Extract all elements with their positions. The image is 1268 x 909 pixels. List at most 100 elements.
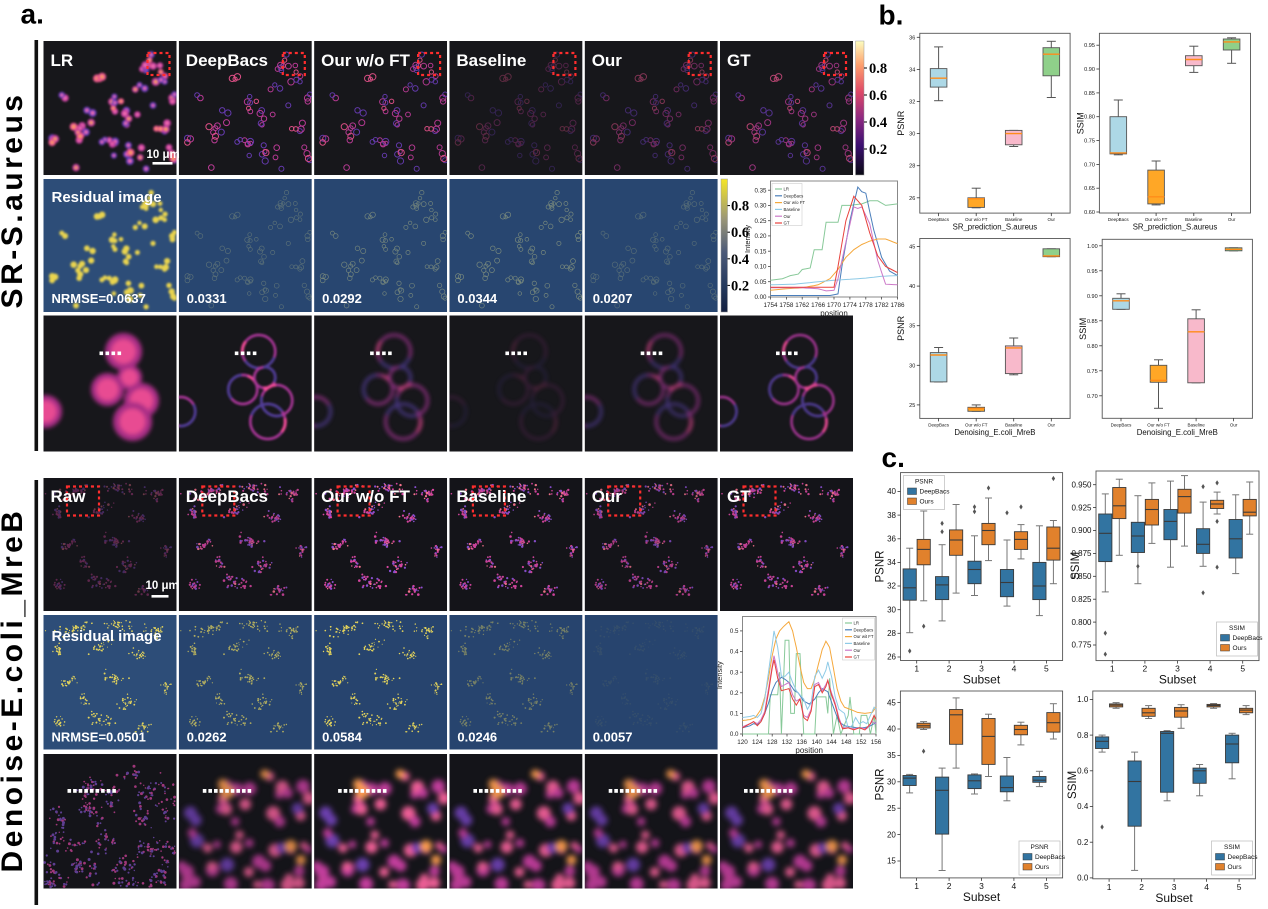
svg-text:0.0: 0.0 [1077, 874, 1089, 883]
svg-text:5: 5 [1240, 664, 1245, 674]
svg-text:34: 34 [887, 558, 896, 567]
svg-text:0.85: 0.85 [1084, 91, 1095, 97]
svg-text:40: 40 [887, 487, 896, 496]
svg-text:1774: 1774 [843, 302, 858, 309]
svg-text:Residual image: Residual image [52, 189, 162, 206]
svg-text:30: 30 [887, 778, 896, 787]
svg-text:36: 36 [887, 535, 896, 544]
svg-text:1.0: 1.0 [1077, 695, 1089, 704]
svg-text:30: 30 [909, 363, 915, 369]
svg-text:1782: 1782 [875, 302, 890, 309]
svg-text:1: 1 [914, 881, 919, 891]
svg-text:1754: 1754 [763, 302, 778, 309]
svg-text:0.2: 0.2 [730, 690, 739, 697]
svg-text:0.2: 0.2 [869, 142, 887, 158]
svg-text:GT: GT [784, 221, 790, 226]
svg-text:0.2: 0.2 [1077, 838, 1089, 847]
svg-text:128: 128 [767, 739, 778, 746]
svg-text:1: 1 [914, 664, 919, 674]
svg-text:b.: b. [879, 0, 904, 31]
svg-text:144: 144 [826, 739, 837, 746]
svg-text:0.800: 0.800 [1071, 618, 1092, 627]
svg-text:Subset: Subset [1155, 891, 1193, 905]
svg-text:156: 156 [871, 739, 882, 746]
svg-text:Denoising_E.coli_MreB: Denoising_E.coli_MreB [1137, 428, 1218, 437]
svg-text:0.70: 0.70 [1084, 162, 1095, 168]
svg-text:4: 4 [1204, 882, 1209, 892]
svg-text:0.80: 0.80 [1084, 115, 1095, 121]
svg-text:45: 45 [909, 244, 915, 250]
svg-text:NRMSE=0.0637: NRMSE=0.0637 [52, 291, 146, 306]
svg-text:PSNR: PSNR [874, 769, 886, 801]
svg-text:0.850: 0.850 [1071, 572, 1092, 581]
svg-text:Our: Our [1048, 422, 1056, 427]
svg-text:0.4: 0.4 [1077, 802, 1089, 811]
svg-text:0.8: 0.8 [731, 199, 749, 215]
svg-text:0.8: 0.8 [869, 61, 887, 77]
svg-text:3: 3 [1175, 664, 1180, 674]
svg-text:Our: Our [592, 51, 623, 70]
svg-text:30: 30 [887, 605, 896, 614]
svg-text:Denoise-E.coli_MreB: Denoise-E.coli_MreB [0, 508, 29, 873]
svg-text:SR_prediction_S.aureus: SR_prediction_S.aureus [953, 223, 1038, 232]
svg-text:SR_prediction_S.aureus: SR_prediction_S.aureus [1133, 223, 1218, 232]
svg-text:Our: Our [592, 487, 623, 506]
svg-text:Our: Our [784, 214, 792, 219]
svg-text:1: 1 [1110, 664, 1115, 674]
svg-text:0.15: 0.15 [754, 248, 767, 255]
svg-text:SSIM: SSIM [1070, 552, 1082, 580]
svg-text:2: 2 [1139, 882, 1144, 892]
svg-text:0.00: 0.00 [754, 294, 767, 301]
svg-text:0.0331: 0.0331 [187, 291, 227, 306]
svg-text:0.4: 0.4 [731, 252, 749, 268]
svg-text:0.75: 0.75 [1087, 369, 1098, 375]
svg-text:DeepBacs: DeepBacs [186, 487, 268, 506]
svg-text:4: 4 [1012, 664, 1017, 674]
svg-text:SSIM: SSIM [1075, 112, 1085, 134]
svg-text:2: 2 [1143, 664, 1148, 674]
svg-text:GT: GT [854, 655, 860, 660]
svg-text:45: 45 [887, 698, 896, 707]
svg-text:28: 28 [909, 164, 915, 170]
svg-text:1778: 1778 [859, 302, 874, 309]
svg-text:Residual image: Residual image [52, 628, 162, 645]
svg-text:1786: 1786 [890, 302, 905, 309]
svg-text:c.: c. [882, 442, 905, 473]
svg-text:25: 25 [909, 403, 915, 409]
svg-text:SR-S.aureus: SR-S.aureus [0, 92, 29, 309]
svg-text:DeepBacs: DeepBacs [920, 489, 951, 496]
svg-text:Baseline: Baseline [1005, 217, 1023, 222]
svg-text:0.6: 0.6 [731, 225, 749, 241]
svg-text:DeepBacs: DeepBacs [928, 217, 950, 222]
svg-text:Our w/o FT: Our w/o FT [321, 487, 410, 506]
svg-text:Baseline: Baseline [456, 51, 526, 70]
svg-text:GT: GT [727, 51, 751, 70]
svg-text:Ours: Ours [1035, 864, 1050, 871]
svg-text:Subset: Subset [963, 673, 1001, 687]
svg-text:0.10: 0.10 [754, 264, 767, 271]
svg-text:38: 38 [887, 511, 896, 520]
svg-text:0.0344: 0.0344 [457, 291, 498, 306]
svg-text:Our w/o FT: Our w/o FT [1147, 422, 1170, 427]
svg-text:136: 136 [797, 739, 808, 746]
svg-text:Our: Our [1048, 217, 1056, 222]
svg-text:0.05: 0.05 [754, 279, 767, 286]
svg-text:1770: 1770 [827, 302, 842, 309]
svg-text:15: 15 [887, 857, 896, 866]
svg-text:position: position [820, 309, 848, 318]
svg-text:0.85: 0.85 [1087, 319, 1098, 325]
svg-text:34: 34 [909, 67, 915, 73]
svg-text:PSNR: PSNR [896, 315, 906, 341]
svg-text:Intensity: Intensity [743, 225, 752, 253]
svg-text:0.75: 0.75 [1084, 139, 1095, 145]
svg-text:0.2: 0.2 [731, 278, 749, 294]
svg-text:0.30: 0.30 [754, 203, 767, 210]
svg-text:0.0057: 0.0057 [593, 730, 633, 745]
svg-text:Baseline: Baseline [456, 487, 526, 506]
svg-text:0.950: 0.950 [1071, 480, 1092, 489]
svg-text:LR: LR [784, 187, 790, 192]
svg-text:25: 25 [887, 804, 896, 813]
svg-text:35: 35 [887, 751, 896, 760]
svg-text:124: 124 [752, 739, 763, 746]
svg-text:0.5: 0.5 [730, 628, 739, 635]
